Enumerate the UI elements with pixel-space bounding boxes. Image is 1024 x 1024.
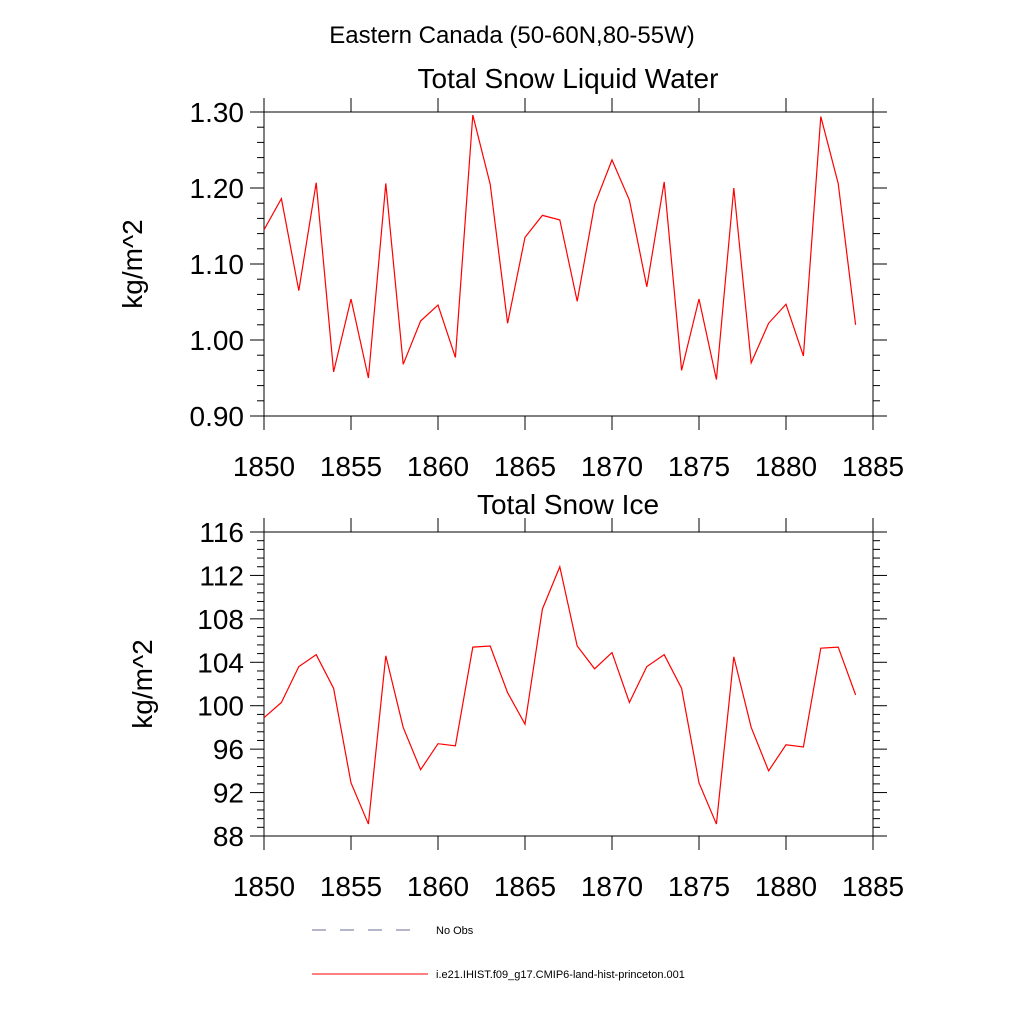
series-group <box>263 564 857 825</box>
y-axis: 88 92 96 100 104 108 112 116 <box>197 517 887 852</box>
x-tick-label: 1880 <box>755 451 817 482</box>
x-tick-label: 1860 <box>407 871 469 902</box>
y-tick-label: 108 <box>197 604 244 635</box>
y-tick-label: 100 <box>197 691 244 722</box>
x-tick-label: 1850 <box>233 451 295 482</box>
legend: No Obs i.e21.IHIST.f09_g17.CMIP6-land-hi… <box>312 925 685 981</box>
x-tick-label: 1865 <box>494 871 556 902</box>
series-line <box>263 564 857 825</box>
y-tick-label: 1.10 <box>190 249 245 280</box>
y-tick-label: 0.90 <box>190 401 245 432</box>
x-tick-label: 1855 <box>320 871 382 902</box>
y-axis-label: kg/m^2 <box>117 219 148 308</box>
y-tick-label: 1.00 <box>190 325 245 356</box>
y-tick-label: 1.20 <box>190 173 245 204</box>
panel-title: Total Snow Liquid Water <box>418 63 719 94</box>
y-tick-label: 1.30 <box>190 97 245 128</box>
x-tick-label: 1870 <box>581 451 643 482</box>
x-tick-label: 1865 <box>494 451 556 482</box>
panel-snow-liquid-water: Total Snow Liquid Water 0.90 1.00 1.10 1.20… <box>117 63 904 482</box>
y-tick-label: 96 <box>213 734 244 765</box>
series-group <box>263 114 857 380</box>
plot-frame <box>263 111 874 417</box>
panel-title: Total Snow Ice <box>477 489 659 520</box>
figure-title: Eastern Canada (50-60N,80-55W) <box>329 22 695 49</box>
y-tick-label: 92 <box>213 778 244 809</box>
legend-label-no-obs: No Obs <box>436 925 474 937</box>
x-tick-label: 1860 <box>407 451 469 482</box>
y-axis: 0.90 1.00 1.10 1.20 1.30 <box>190 97 887 432</box>
y-tick-label: 88 <box>213 821 244 852</box>
x-tick-label: 1880 <box>755 871 817 902</box>
series-line <box>263 114 857 380</box>
y-tick-label: 116 <box>199 517 244 548</box>
x-axis: 1850 1855 1860 1865 1870 1875 1880 1885 <box>233 98 904 482</box>
x-tick-label: 1850 <box>233 871 295 902</box>
x-tick-label: 1885 <box>842 451 904 482</box>
legend-label-model: i.e21.IHIST.f09_g17.CMIP6-land-hist-prin… <box>436 969 685 981</box>
y-axis-label: kg/m^2 <box>127 639 158 728</box>
y-tick-label: 104 <box>197 647 244 678</box>
x-tick-label: 1875 <box>668 451 730 482</box>
panel-snow-ice: Total Snow Ice 88 92 96 100 104 108 112 116 185… <box>127 489 904 902</box>
x-axis: 1850 1855 1860 1865 1870 1875 1880 1885 <box>233 518 904 902</box>
x-tick-label: 1885 <box>842 871 904 902</box>
x-tick-label: 1875 <box>668 871 730 902</box>
x-tick-label: 1870 <box>581 871 643 902</box>
plot-frame <box>263 531 874 837</box>
x-tick-label: 1855 <box>320 451 382 482</box>
y-tick-label: 112 <box>199 560 244 591</box>
